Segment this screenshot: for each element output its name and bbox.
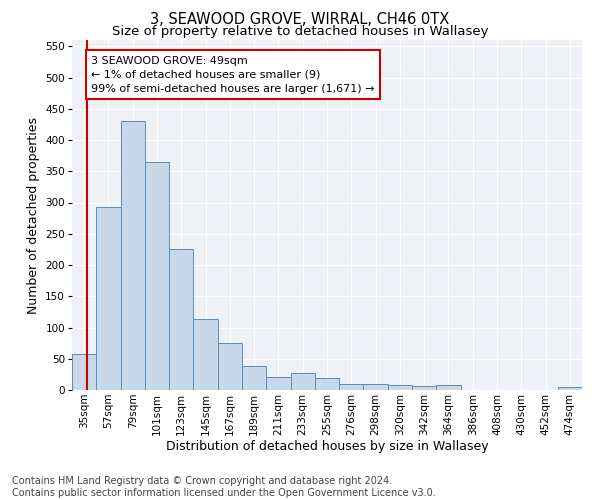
Bar xyxy=(388,385,412,390)
Bar xyxy=(169,248,193,390)
Y-axis label: Number of detached properties: Number of detached properties xyxy=(27,116,40,314)
Bar xyxy=(436,385,461,390)
Bar xyxy=(339,384,364,390)
X-axis label: Distribution of detached houses by size in Wallasey: Distribution of detached houses by size … xyxy=(166,440,488,454)
Bar xyxy=(558,387,582,390)
Bar xyxy=(72,354,96,390)
Bar xyxy=(193,320,218,390)
Bar xyxy=(266,377,290,390)
Bar xyxy=(121,121,145,390)
Bar xyxy=(218,343,242,390)
Text: 3 SEAWOOD GROVE: 49sqm
← 1% of detached houses are smaller (9)
99% of semi-detac: 3 SEAWOOD GROVE: 49sqm ← 1% of detached … xyxy=(91,56,374,94)
Bar xyxy=(242,366,266,390)
Text: 3, SEAWOOD GROVE, WIRRAL, CH46 0TX: 3, SEAWOOD GROVE, WIRRAL, CH46 0TX xyxy=(151,12,449,28)
Bar xyxy=(96,207,121,390)
Bar xyxy=(290,372,315,390)
Bar xyxy=(364,384,388,390)
Text: Size of property relative to detached houses in Wallasey: Size of property relative to detached ho… xyxy=(112,24,488,38)
Bar xyxy=(145,162,169,390)
Bar xyxy=(315,378,339,390)
Text: Contains HM Land Registry data © Crown copyright and database right 2024.
Contai: Contains HM Land Registry data © Crown c… xyxy=(12,476,436,498)
Bar xyxy=(412,386,436,390)
